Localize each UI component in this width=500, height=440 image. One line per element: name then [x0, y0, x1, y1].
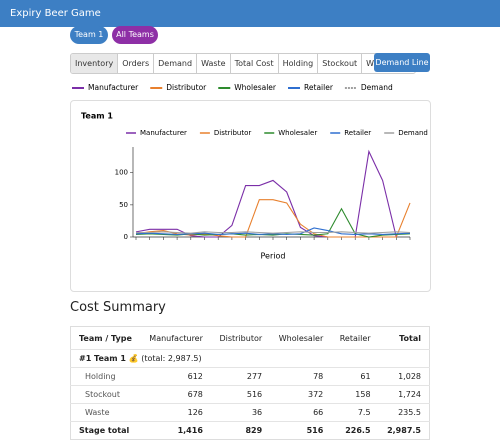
- table-row: Waste 126 36 66 7.5 235.5: [70, 403, 430, 422]
- app-header: Expiry Beer Game: [0, 0, 500, 27]
- series-line: [136, 231, 411, 234]
- chart: Team 1 Period 0 50 100 Manufacturer Distribu…: [81, 112, 428, 261]
- cost-table: Team / Type Manufacturer Distributor Wholes…: [70, 326, 430, 440]
- cell: 1,724: [378, 385, 430, 404]
- cell: 1,028: [378, 367, 430, 386]
- cell: 66: [270, 403, 332, 422]
- table-row: Holding 612 277 78 61 1,028: [70, 367, 430, 386]
- chart-title: Team 1: [81, 112, 113, 121]
- series-line: [135, 199, 411, 238]
- legend-label: Wholesaler: [278, 129, 317, 137]
- tab[interactable]: Holding: [279, 54, 319, 73]
- cell: 126: [140, 403, 211, 422]
- cell: Stage total: [70, 421, 141, 440]
- x-axis-label: Period: [261, 252, 286, 261]
- cell: 277: [210, 367, 271, 386]
- team-name: #1 Team 1 💰: [79, 354, 139, 363]
- top-legend: Manufacturer Distributor Wholesaler Retaile…: [72, 83, 393, 92]
- column-header: Wholesaler: [278, 333, 324, 343]
- tab[interactable]: Demand: [154, 54, 198, 73]
- tab-bar: Inventory Orders Demand Waste Total Cost Hold…: [70, 53, 417, 74]
- team-button[interactable]: All Teams: [112, 26, 158, 44]
- group-cell: #1 Team 1 💰 (total: 2,987.5): [70, 349, 430, 368]
- legend-label: Retailer: [304, 83, 334, 92]
- legend-label: Wholesaler: [234, 83, 277, 92]
- cell: 158: [331, 385, 379, 404]
- tab[interactable]: Total Cost: [231, 54, 279, 73]
- column-header: Total: [399, 333, 421, 343]
- column-header: Team / Type: [79, 333, 132, 343]
- legend-label: Retailer: [344, 129, 371, 137]
- column-header: Distributor: [219, 333, 263, 343]
- legend-label: Distributor: [166, 83, 207, 92]
- team-total: (total: 2,987.5): [141, 354, 202, 363]
- series-line: [135, 227, 411, 235]
- group-row: #1 Team 1 💰 (total: 2,987.5): [70, 349, 430, 368]
- cell: 516: [210, 385, 271, 404]
- cell: 36: [210, 403, 271, 422]
- y-tick-label: 50: [119, 201, 128, 209]
- cell: 678: [140, 385, 211, 404]
- series-line: [135, 149, 397, 238]
- legend-label: Distributor: [214, 129, 251, 137]
- cell: 516: [270, 421, 332, 440]
- legend-label: Demand: [361, 83, 393, 92]
- cell: 1,416: [140, 421, 211, 440]
- demand-line-button[interactable]: Demand Line: [374, 53, 430, 72]
- cell: 372: [270, 385, 332, 404]
- cell: 226.5: [331, 421, 379, 440]
- header-row: Team / Type Manufacturer Distributor Wholes…: [71, 327, 430, 350]
- cell: Stockout: [70, 385, 141, 404]
- cell: 829: [210, 421, 271, 440]
- tab[interactable]: Orders: [118, 54, 155, 73]
- section-title: Cost Summary: [70, 300, 166, 315]
- cell: Holding: [70, 367, 141, 386]
- cell: 2,987.5: [378, 421, 430, 440]
- cell: 7.5: [331, 403, 379, 422]
- cell: 235.5: [378, 403, 430, 422]
- team-button[interactable]: Team 1: [70, 26, 108, 44]
- tab[interactable]: Stockout: [318, 54, 363, 73]
- y-tick-label: 100: [115, 169, 128, 177]
- column-header: Manufacturer: [149, 333, 203, 343]
- cell: Waste: [70, 403, 141, 422]
- cell: 61: [331, 367, 379, 386]
- tab[interactable]: Waste: [197, 54, 231, 73]
- y-tick-label: 0: [124, 233, 128, 241]
- cell: 78: [270, 367, 332, 386]
- tab[interactable]: Inventory: [71, 54, 119, 73]
- table-row: Stockout 678 516 372 158 1,724: [70, 385, 430, 404]
- column-header: Retailer: [339, 333, 371, 343]
- cell: 612: [140, 367, 211, 386]
- table-row: Stage total 1,416 829 516 226.5 2,987.5: [70, 421, 430, 440]
- chart-card: Team 1 Period 0 50 100 Manufacturer Distribu…: [70, 100, 431, 292]
- legend-label: Manufacturer: [140, 129, 187, 137]
- legend-label: Manufacturer: [88, 83, 139, 92]
- legend-label: Demand: [398, 129, 428, 137]
